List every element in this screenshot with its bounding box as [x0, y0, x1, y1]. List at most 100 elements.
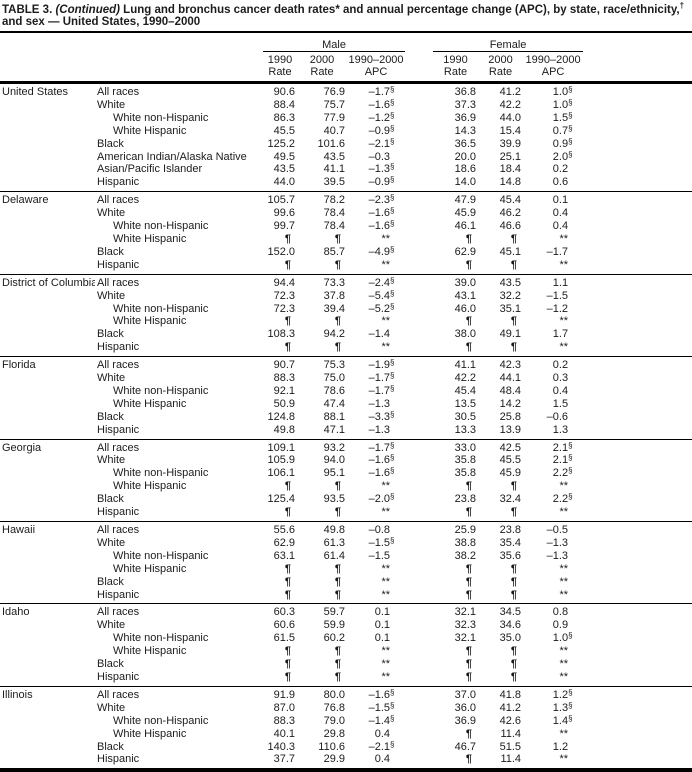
table-bottom-rule	[0, 768, 692, 772]
filler-cell	[583, 328, 692, 341]
column-gap	[405, 537, 433, 550]
race-ethnicity-cell: Black	[97, 137, 124, 150]
table-row: Delaware All races 105.7 78.2 –2.3§ 47.9 45.4 0…	[0, 192, 692, 207]
apc-cell: **	[559, 506, 569, 519]
rate-cell: 45.1	[499, 245, 522, 258]
race-ethnicity-cell: White Hispanic	[113, 232, 187, 245]
apc-cell: **	[559, 232, 569, 245]
rate-cell: 62.9	[273, 536, 295, 549]
rate-cell: 50.9	[273, 397, 295, 410]
column-gap	[405, 715, 433, 728]
rate-cell: ¶	[284, 506, 291, 519]
state-cell	[0, 715, 95, 728]
state-cell	[0, 480, 95, 493]
filler-cell	[583, 163, 692, 176]
rate-cell: ¶	[334, 506, 341, 519]
column-gap	[405, 357, 433, 372]
race-ethnicity-cell: Asian/Pacific Islander	[97, 163, 203, 176]
column-gap	[405, 658, 433, 671]
filler-cell	[583, 741, 692, 754]
state-cell	[0, 112, 95, 125]
rate-cell: 72.3	[273, 289, 295, 302]
group-header-female: Female	[433, 33, 584, 52]
rate-cell: 45.5	[273, 124, 295, 137]
rate-cell: 99.7	[273, 220, 295, 233]
state-cell	[0, 658, 95, 671]
column-gap	[405, 315, 433, 328]
filler-cell	[583, 454, 692, 467]
rate-cell: ¶	[510, 232, 518, 245]
apc-cell: 1.3§	[552, 700, 573, 714]
table-row: District of Columbia All races 94.4 73.3 –2.…	[0, 274, 692, 289]
state-section: District of Columbia All races 94.4 73.3 –2.…	[0, 274, 692, 356]
state-cell	[0, 589, 95, 604]
rate-cell: 125.2	[267, 137, 295, 150]
apc-cell: **	[381, 341, 391, 354]
apc-cell: 1.1	[552, 276, 569, 289]
race-ethnicity-cell: White Hispanic	[113, 315, 187, 328]
apc-cell: –2.4§	[368, 275, 395, 289]
table-row: White Hispanic 40.1 29.8 0.4 ¶ 11.4 **	[0, 728, 692, 741]
apc-cell: **	[381, 670, 391, 683]
filler-cell	[583, 506, 692, 521]
apc-cell: –1.6§	[368, 206, 395, 220]
race-ethnicity-cell: Hispanic	[97, 506, 140, 519]
table-row: Florida All races 90.7 75.3 –1.9§ 41.1 42.3 0.2	[0, 357, 692, 372]
filler-cell	[583, 207, 692, 220]
apc-cell: 1.5§	[552, 110, 573, 124]
rate-cell: 93.2	[323, 441, 345, 454]
rate-cell: 42.5	[499, 441, 522, 454]
rate-cell: 60.2	[323, 632, 345, 645]
table-row: White Hispanic 50.9 47.4 –1.3 13.5 14.2 1.5	[0, 398, 692, 411]
table-row: White 99.6 78.4 –1.6§ 45.9 46.2 0.4	[0, 207, 692, 220]
rate-cell: 42.3	[499, 359, 522, 372]
apc-cell: 2.1§	[552, 453, 573, 467]
race-ethnicity-cell: Hispanic	[97, 670, 140, 683]
apc-cell: **	[559, 753, 569, 766]
filler-cell	[583, 151, 692, 164]
column-gap	[405, 506, 433, 521]
state-cell	[0, 741, 95, 754]
apc-cell: –1.5§	[368, 700, 395, 714]
rate-cell: 25.8	[499, 410, 522, 423]
rate-cell: 14.8	[499, 176, 522, 189]
column-header-female-2000-rate: 2000 Rate	[478, 51, 524, 84]
footnote-marker-dagger: †	[679, 1, 685, 11]
rate-cell: 140.3	[267, 740, 295, 753]
table-row: White Hispanic 45.5 40.7 –0.9§ 14.3 15.4 0.7§	[0, 124, 692, 138]
rate-cell: 20.0	[454, 150, 477, 163]
rate-cell: 60.3	[273, 606, 295, 619]
rate-cell: 37.7	[273, 753, 295, 766]
rate-cell: 47.9	[454, 194, 477, 207]
apc-cell: –1.5	[368, 549, 391, 562]
rate-cell: 49.8	[273, 423, 295, 436]
rate-cell: 35.8	[454, 454, 477, 467]
rate-cell: 13.3	[454, 423, 477, 436]
column-header-male-2000-rate: 2000 Rate	[297, 51, 347, 84]
apc-cell: –2.1§	[368, 136, 395, 150]
rate-cell: 90.6	[273, 86, 295, 98]
rate-cell: 45.4	[499, 194, 522, 207]
rate-cell: ¶	[510, 341, 518, 354]
group-header-row: Male Female	[0, 33, 692, 52]
race-ethnicity-cell: White	[97, 372, 126, 385]
table-row: American Indian/Alaska Native 49.5 43.5 –0.…	[0, 150, 692, 164]
state-section: Idaho All races 60.3 59.7 0.1 32.1 34.5 0.8 Whit…	[0, 603, 692, 686]
column-gap	[405, 439, 433, 454]
apc-cell: –0.6	[546, 410, 569, 423]
table-row: Hispanic ¶ ¶ ** ¶ ¶ **	[0, 506, 692, 521]
rate-cell: 43.5	[499, 276, 522, 289]
state-cell	[0, 220, 95, 233]
filler-cell	[583, 341, 692, 356]
filler-cell	[583, 357, 692, 372]
rate-cell: ¶	[284, 341, 291, 354]
title-segment-3: and sex — United States, 1990–2000	[2, 16, 201, 28]
state-cell	[0, 207, 95, 220]
column-header-row: 1990 Rate 2000 Rate 1990–2000 APC 1990 Rate …	[0, 51, 692, 84]
table-row: Hispanic 44.0 39.5 –0.9§ 14.0 14.8 0.6	[0, 176, 692, 191]
race-ethnicity-cell: White Hispanic	[113, 645, 187, 658]
apc-cell: 1.5	[552, 397, 569, 410]
rate-cell: 63.1	[273, 549, 295, 562]
rate-cell: 77.9	[323, 111, 345, 124]
apc-cell: **	[381, 588, 391, 601]
